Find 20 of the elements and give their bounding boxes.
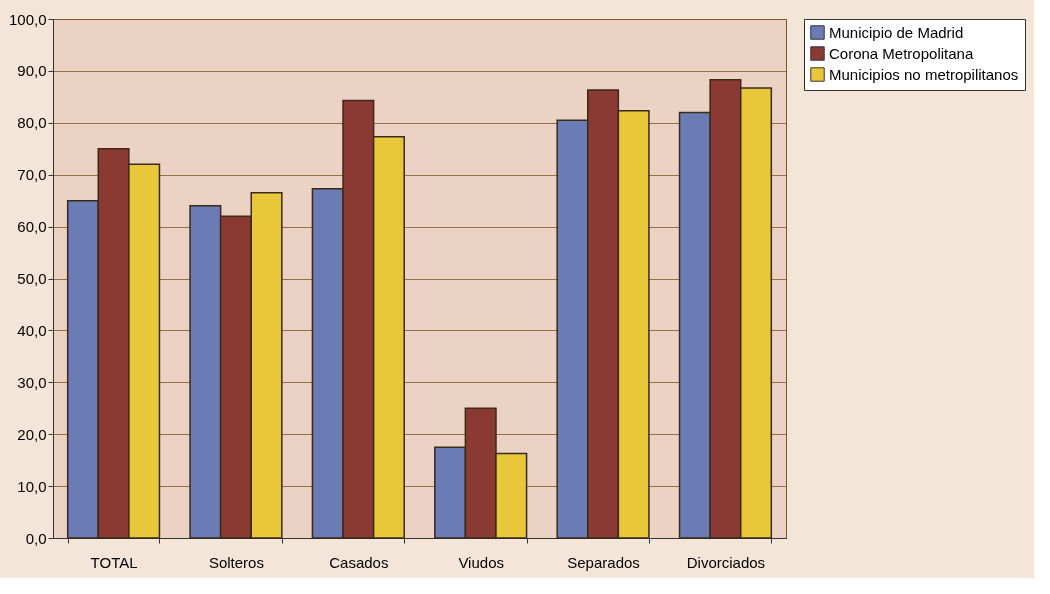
y-tick-label: 10,0 xyxy=(17,477,47,495)
y-tick-label: 100,0 xyxy=(8,10,47,28)
y-tick-label: 0,0 xyxy=(25,529,47,547)
legend-label: Municipio de Madrid xyxy=(829,23,964,41)
y-tick-label: 30,0 xyxy=(17,373,47,391)
y-tick-label: 40,0 xyxy=(17,321,47,339)
x-tick-label: TOTAL xyxy=(90,553,138,571)
x-tick-label: Divorciados xyxy=(686,553,766,571)
y-tick-label: 90,0 xyxy=(17,62,47,80)
y-tick-label: 50,0 xyxy=(17,270,47,287)
legend-label: Corona Metropolitana xyxy=(829,44,974,62)
legend-label: Municipios no metropilitanos xyxy=(829,65,1019,83)
y-tick-label: 70,0 xyxy=(17,166,47,184)
y-tick-label: 20,0 xyxy=(17,425,47,443)
x-tick-label: Casados xyxy=(329,553,389,571)
y-tick-label: 80,0 xyxy=(17,114,47,132)
x-tick-label: Solteros xyxy=(208,553,264,571)
x-tick-label: Viudos xyxy=(458,553,504,571)
x-tick-label: Separados xyxy=(567,553,640,571)
y-tick-label: 60,0 xyxy=(17,218,47,236)
